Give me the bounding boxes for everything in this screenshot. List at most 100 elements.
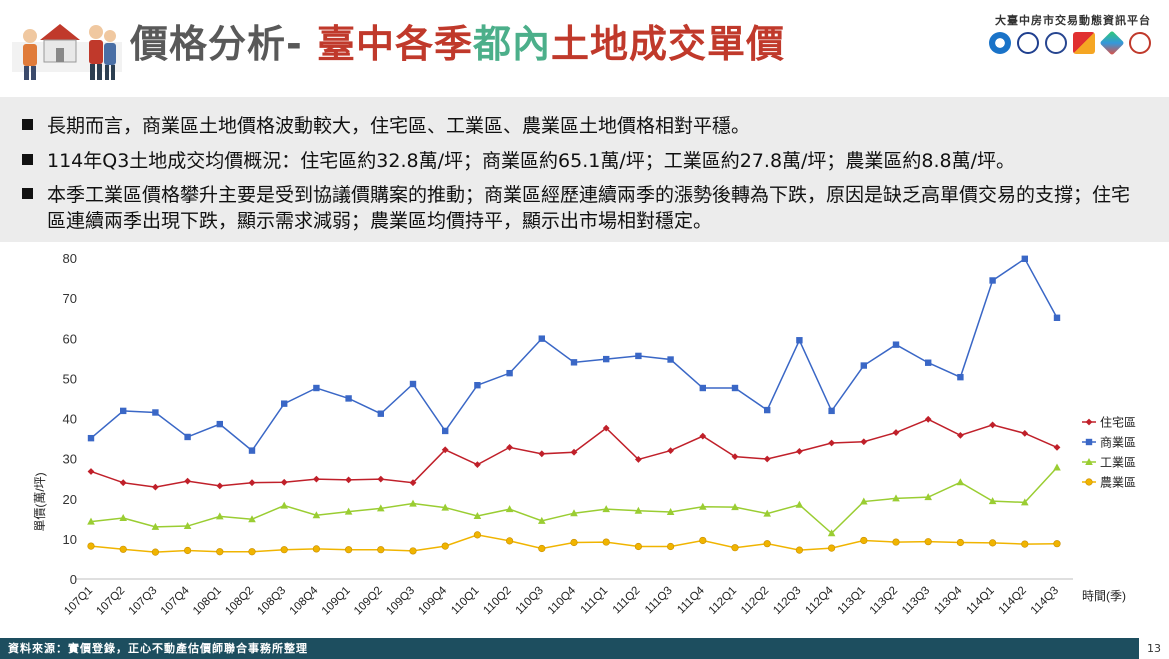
data-point xyxy=(1021,255,1028,263)
data-point xyxy=(892,538,900,546)
data-point xyxy=(442,427,449,435)
data-point xyxy=(570,509,578,517)
data-point xyxy=(827,529,836,537)
footer-bar: 資料來源：實價登錄，正心不動產估價師聯合事務所整理 13 xyxy=(0,638,1169,659)
x-tick-label: 107Q2 xyxy=(94,585,127,618)
partner-logos xyxy=(989,30,1151,58)
x-tick-label: 111Q2 xyxy=(611,585,643,617)
data-point xyxy=(1021,429,1029,437)
data-point xyxy=(828,439,835,447)
cp-logo-icon xyxy=(1073,32,1095,54)
data-point xyxy=(87,468,95,475)
government-seal-icon xyxy=(1017,32,1039,54)
x-tick-label: 112Q1 xyxy=(707,585,739,617)
people-house-illustration-icon xyxy=(12,24,122,80)
data-point xyxy=(441,542,449,550)
data-point xyxy=(795,546,804,554)
data-point xyxy=(313,384,320,392)
data-point xyxy=(409,547,417,555)
x-tick-label: 112Q3 xyxy=(771,585,803,617)
data-point xyxy=(248,479,256,487)
data-point xyxy=(1021,540,1029,548)
x-tick-label: 110Q3 xyxy=(514,585,546,617)
data-point xyxy=(120,407,127,415)
y-tick-label: 50 xyxy=(63,371,77,386)
y-tick-label: 30 xyxy=(63,452,77,467)
x-tick-label: 113Q2 xyxy=(868,585,900,617)
data-point xyxy=(281,400,288,407)
data-point xyxy=(280,546,288,554)
tuda-logo-icon xyxy=(989,32,1011,54)
data-point xyxy=(1085,458,1093,465)
data-point xyxy=(924,538,932,546)
data-point xyxy=(956,478,965,486)
legend-label: 住宅區 xyxy=(1100,415,1136,430)
x-tick-label: 114Q1 xyxy=(964,585,996,617)
y-axis-title: 單價(萬/坪) xyxy=(33,472,47,531)
data-point xyxy=(1053,463,1061,471)
y-tick-label: 70 xyxy=(63,291,77,306)
x-axis-title: 時間(季) xyxy=(1082,589,1126,603)
title-prefix: 價格分析- xyxy=(130,22,318,66)
data-point xyxy=(474,381,481,389)
x-tick-label: 109Q4 xyxy=(416,584,449,617)
data-point xyxy=(635,352,642,360)
x-tick-label: 109Q1 xyxy=(320,585,353,618)
data-point xyxy=(602,424,610,432)
x-tick-label: 109Q3 xyxy=(384,585,417,618)
data-point xyxy=(699,502,707,510)
data-point xyxy=(763,540,771,548)
data-point xyxy=(248,548,256,556)
data-point xyxy=(344,507,353,515)
x-tick-label: 111Q4 xyxy=(675,584,707,616)
x-tick-label: 107Q1 xyxy=(62,585,95,618)
bullet-square-icon xyxy=(22,154,33,165)
y-tick-label: 40 xyxy=(63,412,77,427)
data-point xyxy=(764,406,771,414)
data-point xyxy=(667,447,674,454)
data-point xyxy=(151,522,160,530)
data-point xyxy=(924,415,932,423)
y-tick-label: 0 xyxy=(70,572,77,587)
title-part-2: 都內 xyxy=(473,22,552,66)
y-tick-label: 20 xyxy=(63,492,77,507)
data-point xyxy=(699,536,707,545)
data-point xyxy=(312,545,321,553)
data-point xyxy=(377,475,385,483)
series-line-3 xyxy=(90,466,1058,535)
data-point xyxy=(1053,540,1061,548)
x-tick-label: 110Q1 xyxy=(449,585,481,617)
diamond-logo-icon xyxy=(1099,30,1125,56)
x-tick-label: 112Q2 xyxy=(739,585,771,617)
data-point xyxy=(731,453,739,461)
data-point xyxy=(409,479,417,487)
data-point xyxy=(184,546,192,555)
data-point xyxy=(152,483,159,491)
data-point xyxy=(184,433,191,441)
data-point xyxy=(473,531,482,539)
data-point xyxy=(538,544,546,553)
data-point xyxy=(634,506,643,514)
data-point xyxy=(603,355,610,363)
data-point xyxy=(87,542,95,550)
title-part-3: 土地成交單價 xyxy=(551,22,786,66)
data-point xyxy=(1085,418,1093,426)
data-point xyxy=(699,384,706,392)
data-point xyxy=(87,434,95,442)
x-tick-label: 112Q4 xyxy=(803,584,836,617)
data-point xyxy=(860,362,867,369)
data-point xyxy=(473,512,482,520)
data-point xyxy=(1085,478,1093,486)
data-point xyxy=(1021,498,1029,506)
data-point xyxy=(1053,443,1061,451)
data-point xyxy=(892,341,900,348)
data-point xyxy=(570,538,578,547)
data-point xyxy=(506,537,514,545)
data-point xyxy=(634,542,643,551)
data-point xyxy=(184,477,191,485)
x-tick-label: 108Q3 xyxy=(255,585,288,618)
data-point xyxy=(248,515,256,523)
legend-label: 農業區 xyxy=(1100,476,1136,490)
x-tick-label: 113Q1 xyxy=(836,585,868,617)
x-tick-label: 111Q3 xyxy=(643,585,675,617)
